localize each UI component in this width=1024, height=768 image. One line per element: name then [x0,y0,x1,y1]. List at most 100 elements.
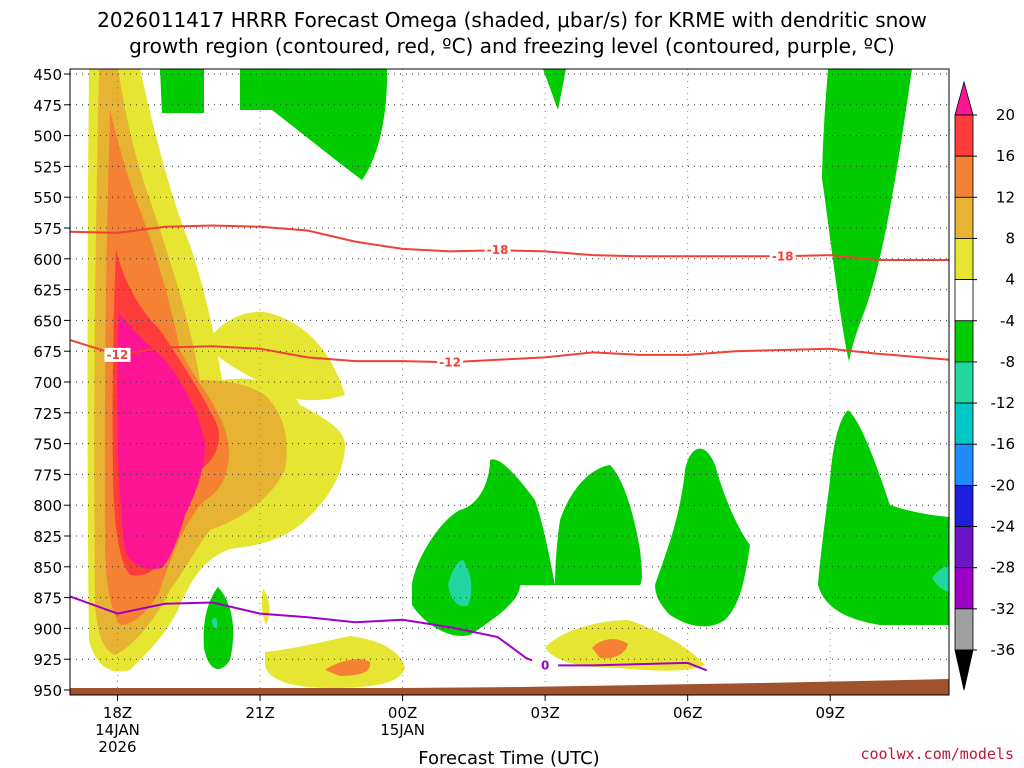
contour-label: 0 [541,658,549,672]
chart-title-line1: 2026011417 HRRR Forecast Omega (shaded, … [97,8,927,32]
colorbar-segment [954,196,974,239]
y-tick-label: 675 [33,343,62,361]
omega-region-orange [592,639,628,659]
contour-lines: -18 -18 -12 -12 0 [70,224,949,673]
y-tick-label: 625 [33,282,62,300]
colorbar-segment [954,484,974,527]
omega-region-magenta [117,312,205,570]
colorbar-bottom-arrow [954,649,974,691]
x-tick-label: 03Z [530,704,559,722]
omega-region-green [655,448,750,627]
contour-label: -12 [107,348,129,362]
x-tick-label: 18Z [103,704,132,722]
omega-region-green [412,459,555,636]
x-tick-label: 09Z [816,704,845,722]
omega-region-teal [448,560,472,607]
omega-region-green [822,69,912,362]
colorbar-label: 20 [996,106,1015,124]
contour-label-background [104,347,131,362]
y-tick-label: 500 [33,128,62,146]
y-tick-label: 600 [33,251,62,269]
colorbar-label: -20 [991,476,1016,494]
contour-label-background [484,243,511,258]
y-tick-label: 650 [33,312,62,330]
colorbar-segment [954,238,974,281]
colorbar-label: -16 [991,435,1016,453]
y-tick-label: 525 [33,158,62,176]
y-tick-label: 550 [33,189,62,207]
y-tick-label: 900 [33,620,62,638]
colorbar-label: 4 [1005,271,1015,289]
omega-region-yellow [205,311,345,401]
colorbar-segment [954,279,974,322]
colorbar-label: 16 [996,147,1015,165]
colorbar-segment [954,114,974,157]
plot-area: -18 -18 -12 -12 0 [70,69,949,695]
x-tick-label: 06Z [673,704,702,722]
omega-region-green [555,465,642,585]
x-tick-date: 14JAN [95,721,140,739]
colorbar-label: 12 [996,188,1015,206]
x-tick-date: 15JAN [380,721,425,739]
colorbar-label: -4 [1000,312,1015,330]
colorbar-label: -36 [991,641,1016,659]
colorbar-label: -24 [991,518,1016,536]
chart-title-line2: growth region (contoured, red, ºC) and f… [129,34,895,58]
omega-region-teal [212,617,218,629]
y-axis: 450 475 500 525 550 575 600 625 650 675 700 725 750 7… [33,66,70,700]
colorbar-segment [954,320,974,363]
y-tick-label: 875 [33,590,62,608]
colorbar: 20 16 12 8 4 -4 -8 -12 -16 -20 -24 -28 -32 -36 [954,80,1016,691]
colorbar-label: 8 [1005,229,1015,247]
x-axis-title: Forecast Time (UTC) [418,748,599,768]
y-tick-label: 950 [33,682,62,700]
y-tick-label: 850 [33,559,62,577]
colorbar-segment [954,361,974,404]
omega-region-orange [325,659,371,676]
y-tick-label: 775 [33,466,62,484]
omega-region-green [818,410,949,625]
contour-label-background [437,355,464,370]
colorbar-segment [954,443,974,486]
colorbar-segment [954,526,974,569]
y-tick-label: 725 [33,405,62,423]
x-tick-label: 21Z [245,704,274,722]
colorbar-segment [954,402,974,445]
colorbar-top-arrow [954,80,974,116]
contour-label: -12 [439,355,461,369]
omega-region-green [203,587,234,670]
y-tick-label: 475 [33,97,62,115]
omega-region-green [160,69,204,113]
colorbar-label: -8 [1000,353,1015,371]
y-tick-label: 700 [33,374,62,392]
y-tick-label: 925 [33,651,62,669]
omega-region-yellow [265,636,405,688]
y-tick-label: 450 [33,66,62,84]
colorbar-label: -12 [991,394,1016,412]
colorbar-label: -28 [991,559,1016,577]
x-tick-year: 2026 [98,738,136,756]
contour-label-background [532,658,559,673]
y-tick-label: 750 [33,436,62,454]
omega-region-teal [932,566,949,592]
contour-freezing-level [70,595,708,672]
y-tick-label: 825 [33,528,62,546]
omega-region-yellow [261,588,270,625]
contour-label: -18 [487,243,509,257]
colorbar-segment [954,567,974,610]
contour-label-background [769,249,796,264]
contour-temp-minus-12 [70,339,949,364]
credit-text: coolwx.com/models [860,745,1014,763]
y-tick-label: 800 [33,497,62,515]
colorbar-segment [954,608,974,651]
omega-region-green [240,69,388,180]
colorbar-label: -32 [991,600,1016,618]
terrain-ground [70,679,949,695]
x-tick-label: 00Z [388,704,417,722]
y-tick-label: 575 [33,220,62,238]
omega-shading [87,69,949,688]
contour-label: -18 [772,249,794,263]
omega-region-green [543,69,566,110]
